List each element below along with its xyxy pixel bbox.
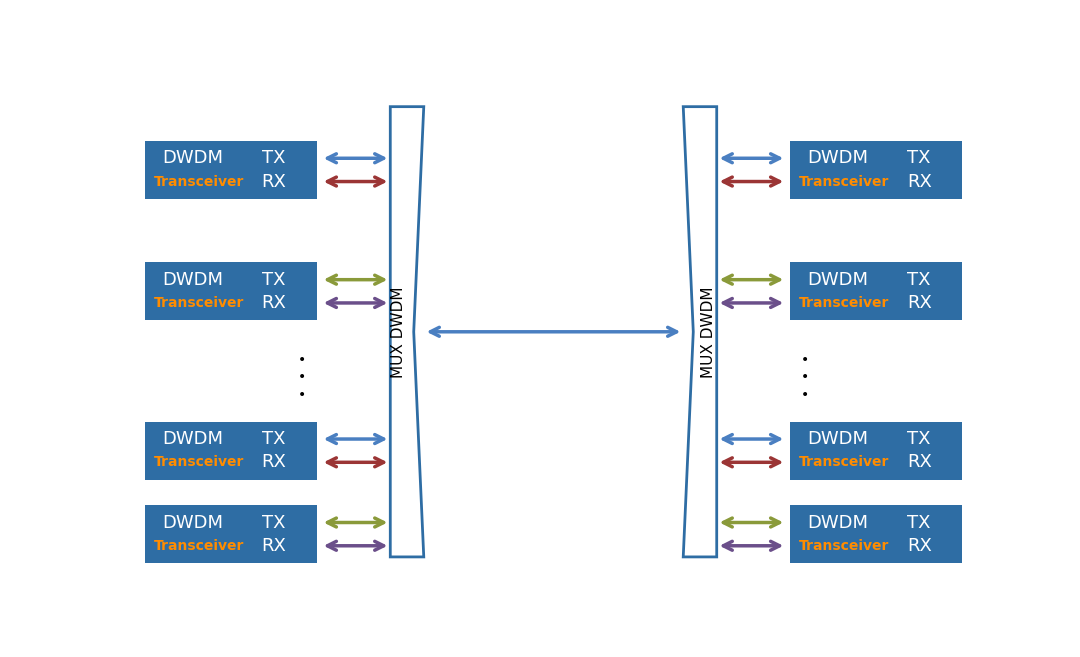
Text: DWDM: DWDM [162, 271, 224, 288]
Text: •: • [800, 353, 809, 367]
Text: DWDM: DWDM [162, 430, 224, 448]
Polygon shape [390, 106, 423, 557]
Text: MUX DWDM: MUX DWDM [701, 286, 716, 378]
Polygon shape [684, 106, 717, 557]
Text: TX: TX [261, 149, 285, 168]
Text: Transceiver: Transceiver [799, 175, 889, 189]
Text: DWDM: DWDM [162, 149, 224, 168]
Text: •: • [800, 371, 809, 384]
Text: Transceiver: Transceiver [153, 296, 244, 310]
FancyBboxPatch shape [791, 505, 962, 563]
Text: DWDM: DWDM [808, 430, 868, 448]
Text: TX: TX [907, 430, 931, 448]
Text: •: • [298, 388, 307, 402]
Text: RX: RX [907, 173, 932, 191]
Text: Transceiver: Transceiver [153, 539, 244, 553]
Text: TX: TX [261, 271, 285, 288]
Text: DWDM: DWDM [808, 271, 868, 288]
Text: •: • [800, 388, 809, 402]
FancyBboxPatch shape [791, 141, 962, 199]
Text: RX: RX [261, 453, 286, 471]
Text: Transceiver: Transceiver [153, 455, 244, 469]
Text: RX: RX [907, 453, 932, 471]
FancyBboxPatch shape [791, 262, 962, 321]
Text: TX: TX [907, 271, 931, 288]
Text: TX: TX [907, 149, 931, 168]
Text: RX: RX [261, 537, 286, 555]
Text: TX: TX [907, 514, 931, 532]
Text: •: • [298, 353, 307, 367]
Text: RX: RX [261, 173, 286, 191]
FancyBboxPatch shape [145, 141, 316, 199]
Text: Transceiver: Transceiver [799, 296, 889, 310]
Text: RX: RX [261, 294, 286, 312]
Text: DWDM: DWDM [808, 149, 868, 168]
FancyBboxPatch shape [791, 422, 962, 480]
Text: Transceiver: Transceiver [153, 175, 244, 189]
FancyBboxPatch shape [145, 422, 316, 480]
Text: MUX DWDM: MUX DWDM [391, 286, 406, 378]
Text: Transceiver: Transceiver [799, 455, 889, 469]
Text: DWDM: DWDM [808, 514, 868, 532]
Text: •: • [298, 371, 307, 384]
FancyBboxPatch shape [145, 505, 316, 563]
Text: DWDM: DWDM [162, 514, 224, 532]
Text: RX: RX [907, 294, 932, 312]
Text: Transceiver: Transceiver [799, 539, 889, 553]
Text: TX: TX [261, 514, 285, 532]
Text: TX: TX [261, 430, 285, 448]
FancyBboxPatch shape [145, 262, 316, 321]
Text: RX: RX [907, 537, 932, 555]
